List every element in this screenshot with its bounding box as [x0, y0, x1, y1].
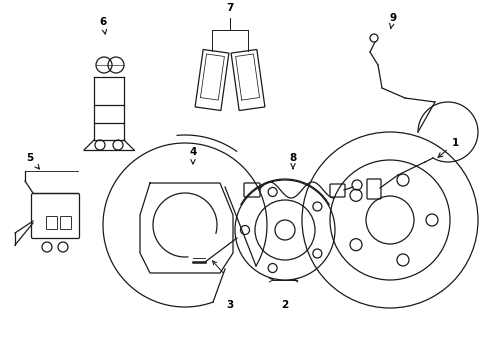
- Text: 8: 8: [289, 153, 296, 168]
- Text: 3: 3: [226, 300, 233, 310]
- Polygon shape: [195, 49, 228, 111]
- Text: 1: 1: [437, 138, 458, 157]
- Text: 4: 4: [189, 147, 196, 164]
- Text: 6: 6: [99, 17, 106, 34]
- Text: 9: 9: [388, 13, 396, 28]
- Text: 7: 7: [226, 3, 233, 13]
- Text: 2: 2: [281, 300, 288, 310]
- Text: 5: 5: [26, 153, 40, 169]
- Polygon shape: [231, 49, 264, 111]
